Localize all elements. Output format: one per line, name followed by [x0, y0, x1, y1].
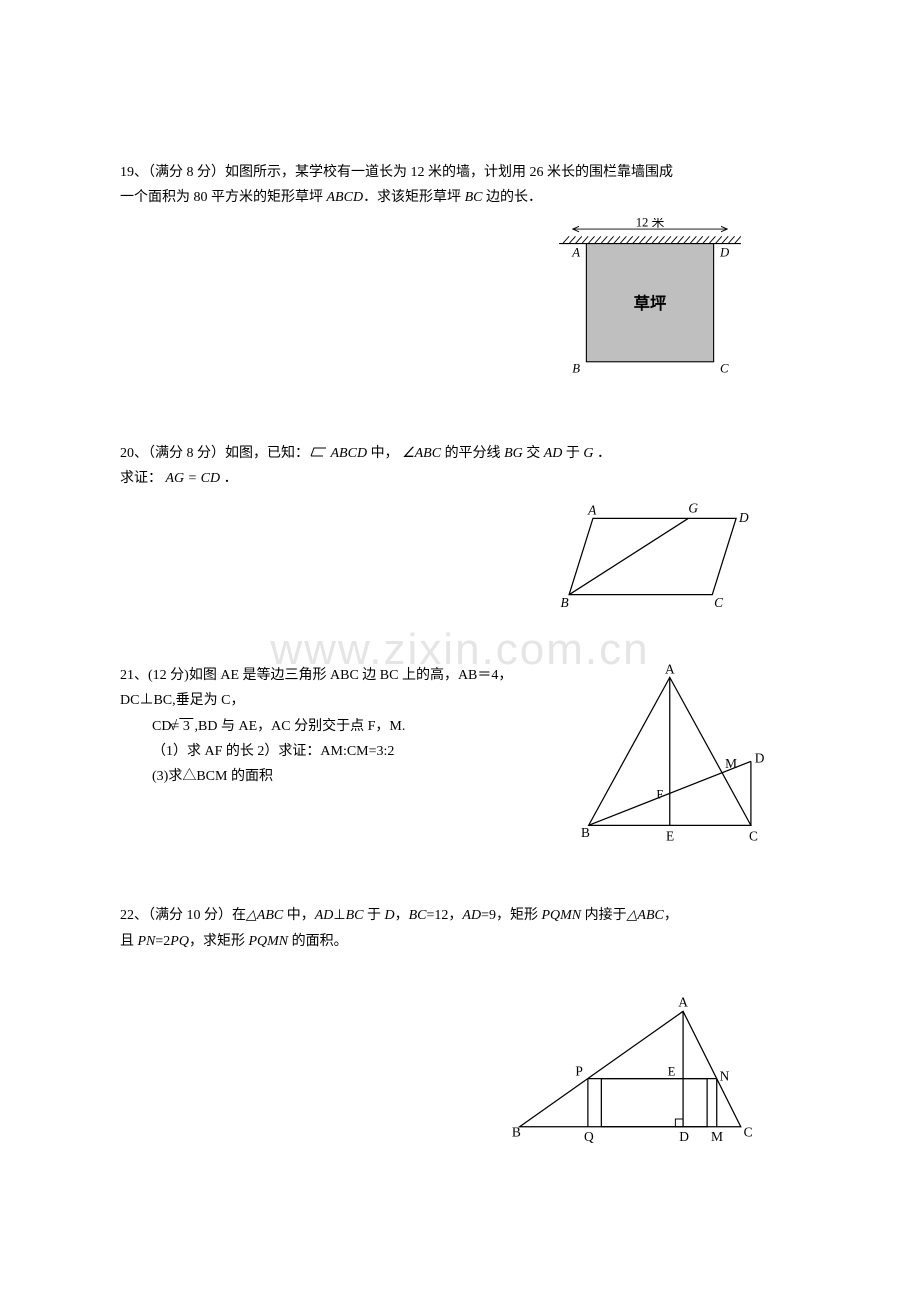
q20-g: G — [583, 446, 593, 461]
q22-l1o: 内接于 — [581, 908, 627, 923]
svg-text:B: B — [572, 362, 580, 376]
q22-pqmn: PQMN — [541, 908, 581, 923]
figure-20: A G D B C — [550, 499, 760, 623]
svg-text:12 米: 12 米 — [636, 218, 665, 229]
q19-line2a: 一个面积为 80 平方米的矩形草坪 — [120, 190, 327, 205]
svg-text:C: C — [749, 829, 758, 844]
q19-line1: 如图所示，某学校有一道长为 12 米的墙，计划用 26 米长的围栏靠墙围成 — [225, 165, 673, 180]
svg-text:G: G — [688, 501, 698, 516]
q19-bc: BC — [465, 190, 483, 205]
q21-score: (12 分) — [148, 668, 189, 683]
q20-ad: AD — [544, 446, 563, 461]
q21-l2c: ,BD 与 AE，AC 分别交于点 F，M. — [191, 719, 405, 734]
q21-num: 21、 — [120, 668, 148, 683]
q22-bc: BC — [346, 908, 364, 923]
q22-l1c: 中， — [283, 908, 315, 923]
q22-d: D — [384, 908, 394, 923]
q20-l1i: 于 — [562, 446, 583, 461]
problem-20: 20、（满分 8 分）如图，已知： ABCD 中， ∠ABC 的平分线 BG 交… — [120, 441, 800, 624]
svg-text:M: M — [725, 756, 737, 771]
q20-l1c: 中， — [367, 446, 402, 461]
svg-text:M: M — [711, 1129, 723, 1144]
q20-l1k: ． — [594, 446, 612, 461]
q22-bc2: BC — [409, 908, 427, 923]
q22-l1a: 在 — [232, 908, 246, 923]
q22-ad2: AD — [462, 908, 481, 923]
q22-score: （满分 10 分） — [148, 908, 232, 923]
figure-22: A B C P E N Q D M — [510, 992, 760, 1155]
svg-text:C: C — [714, 595, 724, 610]
q22-l2a: 且 — [120, 934, 138, 949]
q22-tri1: △ABC — [246, 908, 283, 923]
q19-score: （满分 8 分） — [148, 165, 225, 180]
svg-text:C: C — [720, 362, 729, 376]
q19-abcd: ABCD — [327, 190, 364, 205]
q19-num: 19、 — [120, 165, 148, 180]
q19-line2e: 边的长． — [482, 190, 542, 205]
q22-pqmn2: PQMN — [248, 934, 288, 949]
q22-l1k: =12， — [427, 908, 463, 923]
svg-text:B: B — [581, 825, 590, 840]
q22-ad: AD — [315, 908, 334, 923]
q22-l2e: ，求矩形 — [189, 934, 249, 949]
q20-l1g: 交 — [523, 446, 544, 461]
svg-text:E: E — [666, 829, 674, 844]
svg-text:A: A — [587, 502, 597, 517]
q22-l1m: =9，矩形 — [481, 908, 541, 923]
svg-text:C: C — [744, 1124, 753, 1139]
svg-text:Q: Q — [584, 1129, 594, 1144]
svg-text:E: E — [668, 1064, 676, 1078]
q22-l1g: 于 — [363, 908, 384, 923]
svg-text:F: F — [656, 788, 663, 802]
q22-l1i: ， — [395, 908, 409, 923]
q21-sub1: （1）求 AF 的长 2）求证：AM:CM=3:2 — [152, 744, 394, 759]
q22-l1q: ， — [664, 908, 678, 923]
q22-pn: PN — [138, 934, 156, 949]
q20-abcd: ABCD — [331, 446, 368, 461]
figure-19: 12 米 A D B C 草坪 — [550, 218, 750, 400]
q22-num: 22、 — [120, 908, 148, 923]
svg-text:草坪: 草坪 — [634, 294, 667, 313]
q22-l2g: 的面积。 — [288, 934, 348, 949]
svg-text:P: P — [575, 1063, 582, 1078]
svg-text:A: A — [571, 246, 580, 260]
problem-22: 22、（满分 10 分）在△ABC 中，AD⊥BC 于 D，BC=12，AD=9… — [120, 903, 800, 1155]
q20-eq: AG = CD — [166, 471, 221, 486]
problem-21: 21、(12 分)如图 AE 是等边三角形 ABC 边 BC 上的高，AB＝4，… — [120, 663, 800, 863]
q20-l2a: 求证： — [120, 471, 166, 486]
q22-pq: PQ — [170, 934, 189, 949]
q20-score: （满分 8 分） — [148, 446, 225, 461]
svg-text:N: N — [720, 1068, 730, 1083]
problem-19: 19、（满分 8 分）如图所示，某学校有一道长为 12 米的墙，计划用 26 米… — [120, 160, 800, 401]
q20-bg: BG — [504, 446, 523, 461]
q20-l2c: ． — [220, 471, 238, 486]
q21-sub3: (3)求△BCM 的面积 — [152, 769, 273, 784]
q22-l1e: ⊥ — [333, 908, 345, 923]
q19-line2c: ．求该矩形草坪 — [363, 190, 465, 205]
svg-text:B: B — [561, 595, 569, 610]
q20-num: 20、 — [120, 446, 148, 461]
svg-text:B: B — [512, 1124, 521, 1139]
q22-tri2: △ABC — [627, 908, 664, 923]
svg-text:D: D — [679, 1129, 689, 1144]
q20-l1a: 如图，已知： — [225, 446, 309, 461]
svg-text:D: D — [755, 750, 765, 765]
svg-text:A: A — [678, 994, 688, 1009]
q22-l2c: =2 — [155, 934, 170, 949]
figure-21: A B C E D F M — [560, 663, 770, 863]
svg-text:A: A — [665, 663, 675, 677]
svg-text:D: D — [719, 246, 729, 260]
q20-angle: ∠ABC — [402, 446, 441, 461]
q20-l1e: 的平分线 — [441, 446, 504, 461]
svg-text:D: D — [738, 510, 749, 525]
